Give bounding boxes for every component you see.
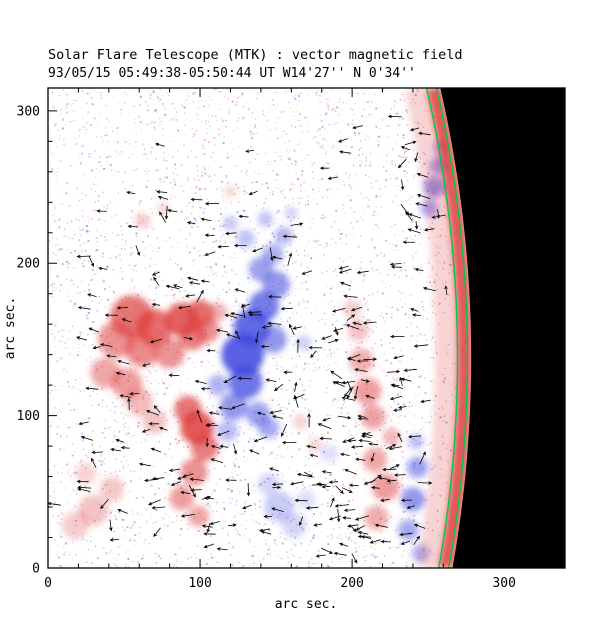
figure-subtitle: 93/05/15 05:49:38-05:50:44 UT W14'27'' N…	[48, 66, 416, 81]
figure-title: Solar Flare Telescope (MTK) : vector mag…	[48, 47, 463, 63]
y-tick-label: 0	[32, 562, 40, 577]
limb-contour	[425, 88, 459, 568]
y-axis-label: arc sec.	[3, 297, 18, 360]
x-tick-label: 100	[188, 576, 211, 591]
vector-arrows	[48, 114, 448, 564]
axis-box	[47, 87, 566, 569]
y-tick-label: 100	[17, 409, 40, 424]
limb-band	[426, 88, 473, 568]
off-limb-sky	[440, 88, 565, 568]
x-tick-label: 300	[492, 576, 515, 591]
y-tick-label: 200	[17, 257, 40, 272]
x-tick-label: 200	[340, 576, 363, 591]
axes-layer: 0 100 200 300 0 100 200 300	[17, 87, 566, 591]
polarity-blobs	[61, 88, 473, 568]
limb-band	[404, 88, 462, 568]
limb-contour	[435, 88, 469, 568]
x-axis-label: arc sec.	[275, 597, 338, 612]
y-tick-label: 300	[17, 104, 40, 119]
plot-content	[48, 88, 565, 568]
x-tick-label: 0	[44, 576, 52, 591]
